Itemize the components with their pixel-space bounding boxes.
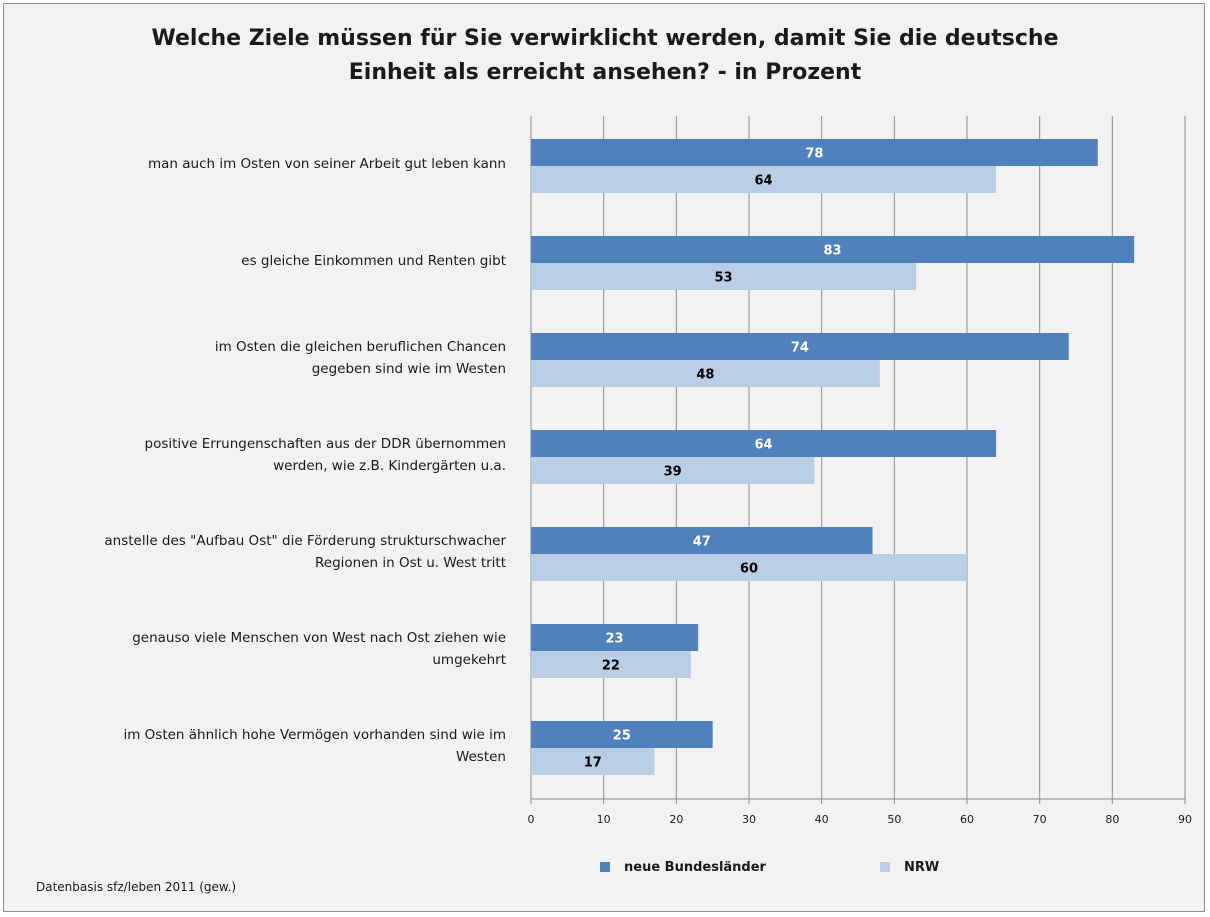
bar [531,236,1135,263]
bar [531,333,1069,360]
category-label: man auch im Osten von seiner Arbeit gut … [147,156,506,172]
data-label: 22 [602,659,620,674]
bar [531,360,880,387]
data-label: 60 [740,562,758,577]
x-tick-label: 80 [1105,813,1119,826]
data-label: 64 [754,174,772,189]
data-label: 39 [664,465,682,480]
data-label: 17 [584,756,602,771]
data-label: 53 [715,271,733,286]
legend-item: NRW [880,860,939,875]
x-tick-label: 40 [815,813,829,826]
data-label: 64 [754,438,772,453]
bar [531,263,917,290]
bar [531,139,1098,166]
legend: neue Bundesländer NRW [0,860,1210,884]
data-label: 83 [824,244,842,259]
bar [531,527,873,554]
x-tick-label: 70 [1033,813,1047,826]
x-tick-label: 50 [887,813,901,826]
bar [531,166,997,193]
bar [531,624,699,651]
bar [531,748,655,775]
data-label: 78 [805,147,823,162]
bar [531,430,997,457]
bar [531,651,691,678]
chart-title: Welche Ziele müssen für Sie verwirklicht… [151,26,1059,85]
data-label: 48 [696,368,714,383]
legend-label: neue Bundesländer [624,860,766,875]
x-tick-label: 20 [669,813,683,826]
x-tick-label: 90 [1178,813,1192,826]
x-tick-label: 0 [528,813,535,826]
data-label: 25 [613,729,631,744]
bar [531,457,815,484]
category-label: genauso viele Menschen von West nach Ost… [132,630,506,668]
x-tick-label: 30 [742,813,756,826]
legend-item: neue Bundesländer [600,860,766,875]
category-label: es gleiche Einkommen und Renten gibt [241,253,506,269]
x-tick-label: 60 [960,813,974,826]
data-label: 74 [791,341,809,356]
x-tick-label: 10 [597,813,611,826]
legend-label: NRW [904,860,940,875]
bar [531,554,967,581]
data-label: 23 [606,632,624,647]
data-label: 47 [693,535,711,550]
data-source-note: Datenbasis sfz/leben 2011 (gew.) [36,880,237,894]
bar [531,721,713,748]
category-label: positive Errungenschaften aus der DDR üb… [144,436,506,474]
legend-swatch [600,862,610,872]
category-label: anstelle des "Aufbau Ost" die Förderung … [104,533,506,571]
category-label: im Osten die gleichen beruflichen Chance… [214,339,506,377]
category-label: im Osten ähnlich hohe Vermögen vorhanden… [123,727,506,765]
legend-swatch [880,862,890,872]
